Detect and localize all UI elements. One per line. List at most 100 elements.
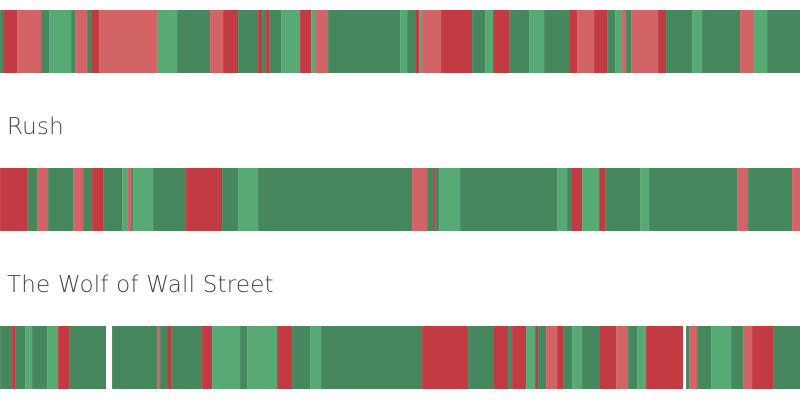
sentiment-segment <box>508 326 512 389</box>
sentiment-segment <box>509 10 529 73</box>
sentiment-segment <box>637 326 646 389</box>
sentiment-segment <box>223 10 238 73</box>
sentiment-segment <box>167 326 171 389</box>
sentiment-segment <box>157 326 160 389</box>
sentiment-segment <box>538 326 546 389</box>
sentiment-segment <box>0 168 27 231</box>
sentiment-segment <box>210 10 223 73</box>
sentiment-segment <box>754 10 767 73</box>
sentiment-segment <box>616 326 628 389</box>
sentiment-segment <box>412 168 427 231</box>
sentiment-segment <box>48 168 73 231</box>
sentiment-segment <box>577 10 594 73</box>
sentiment-segment <box>439 168 460 231</box>
sentiment-segment <box>202 326 212 389</box>
sentiment-segment <box>32 326 47 389</box>
sentiment-segment <box>281 10 300 73</box>
sentiment-segment <box>3 10 17 73</box>
sentiment-segment <box>47 326 58 389</box>
sentiment-segment <box>258 168 412 231</box>
sentiment-segment <box>626 10 631 73</box>
sentiment-segment <box>599 168 605 231</box>
sentiment-segment <box>41 10 49 73</box>
sentiment-segment <box>328 10 400 73</box>
sentiment-segment <box>563 326 572 389</box>
sentiment-segment <box>427 168 433 231</box>
sentiment-segment <box>321 326 422 389</box>
sentiment-segment <box>99 10 157 73</box>
sentiment-segment <box>422 326 468 389</box>
sentiment-segment <box>131 168 133 231</box>
film-barcode-wolf-of-wall-street <box>0 326 800 389</box>
sentiment-segment <box>75 10 87 73</box>
sentiment-segment <box>594 10 607 73</box>
sentiment-segment <box>212 326 240 389</box>
sentiment-segment <box>222 168 238 231</box>
sentiment-segment <box>569 10 577 73</box>
sentiment-segment <box>311 10 315 73</box>
sentiment-segment <box>666 10 692 73</box>
sentiment-segment <box>15 326 25 389</box>
sentiment-segment <box>69 326 106 389</box>
sentiment-segment <box>731 326 743 389</box>
sentiment-segment <box>544 10 569 73</box>
sentiment-segment <box>160 326 167 389</box>
sentiment-segment <box>49 10 71 73</box>
sentiment-segment <box>571 168 582 231</box>
sentiment-segment <box>460 168 557 231</box>
sentiment-segment <box>238 10 258 73</box>
sentiment-segment <box>240 326 247 389</box>
sentiment-segment <box>557 326 563 389</box>
sentiment-segment <box>103 168 122 231</box>
sentiment-segment <box>415 10 419 73</box>
sentiment-segment <box>310 326 321 389</box>
sentiment-segment <box>177 10 210 73</box>
film-barcode-rush <box>0 168 800 231</box>
sentiment-segment <box>91 10 99 73</box>
sentiment-segment <box>686 326 689 389</box>
sentiment-segment <box>535 326 538 389</box>
film-title-rush: Rush <box>7 114 64 140</box>
sentiment-segment <box>238 168 258 231</box>
sentiment-segment <box>628 326 637 389</box>
sentiment-segment <box>25 326 32 389</box>
sentiment-segment <box>493 10 509 73</box>
sentiment-segment <box>0 10 3 73</box>
sentiment-segment <box>649 168 737 231</box>
sentiment-segment <box>133 168 153 231</box>
sentiment-segment <box>567 168 571 231</box>
sentiment-segment <box>605 168 640 231</box>
sentiment-segment <box>0 326 12 389</box>
sentiment-segment <box>315 10 328 73</box>
sentiment-segment <box>773 326 800 389</box>
sentiment-segment <box>615 10 622 73</box>
sentiment-segment <box>792 168 800 231</box>
sentiment-segment <box>640 168 649 231</box>
sentiment-segment <box>599 326 616 389</box>
sentiment-segment <box>153 168 186 231</box>
sentiment-segment <box>743 326 752 389</box>
sentiment-segment <box>711 326 731 389</box>
sentiment-segment <box>12 326 15 389</box>
sentiment-segment <box>526 326 535 389</box>
sentiment-segment <box>441 10 472 73</box>
sentiment-segment <box>692 10 702 73</box>
sentiment-segment <box>512 326 526 389</box>
sentiment-segment <box>607 10 615 73</box>
sentiment-segment <box>472 10 485 73</box>
sentiment-segment <box>419 10 422 73</box>
sentiment-segment <box>572 326 582 389</box>
sentiment-segment <box>157 10 177 73</box>
sentiment-segment <box>702 10 740 73</box>
sentiment-segment <box>269 10 281 73</box>
sentiment-segment <box>17 10 41 73</box>
barcode-gap <box>683 326 686 389</box>
sentiment-segment <box>112 326 157 389</box>
sentiment-segment <box>300 10 311 73</box>
sentiment-segment <box>277 326 292 389</box>
sentiment-segment <box>266 10 269 73</box>
sentiment-segment <box>186 168 222 231</box>
sentiment-segment <box>767 10 800 73</box>
sentiment-segment <box>400 10 407 73</box>
sentiment-segment <box>292 326 310 389</box>
